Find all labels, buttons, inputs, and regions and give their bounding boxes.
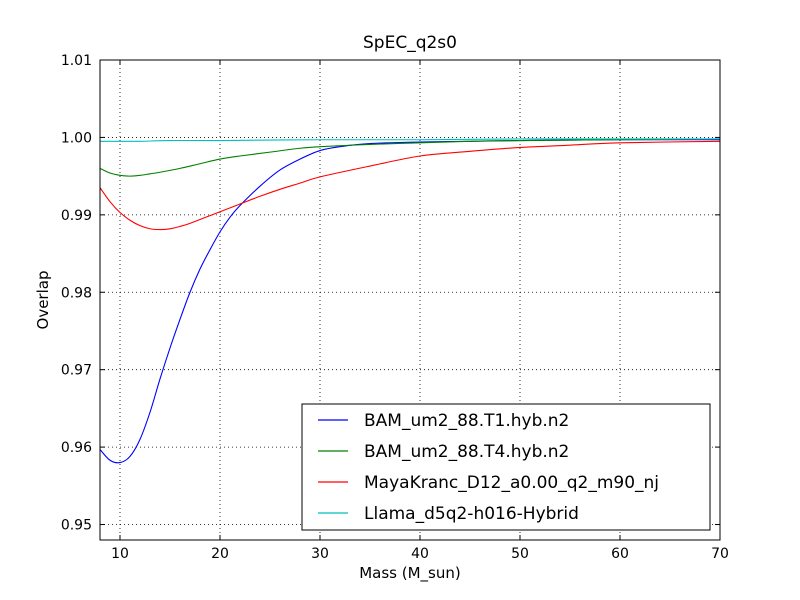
y-tick-label: 1.00 bbox=[61, 130, 92, 146]
axis-ticks: 10 20 30 40 50 60 70 0.95 0.96 0.97 0.98 0.99 1.00 1.… bbox=[61, 53, 729, 562]
x-axis-label: Mass (M_sun) bbox=[359, 564, 461, 583]
series-line-3 bbox=[99, 140, 721, 231]
legend-box bbox=[301, 403, 711, 531]
x-tick-label: 40 bbox=[411, 546, 429, 562]
y-tick-label: 0.99 bbox=[61, 208, 92, 224]
x-tick-label: 10 bbox=[111, 546, 129, 562]
y-tick-label: 0.95 bbox=[61, 518, 92, 534]
x-tick-label: 20 bbox=[211, 546, 229, 562]
legend-label-2: BAM_um2_88.T4.hyb.n2 bbox=[364, 442, 569, 462]
y-tick-label: 0.96 bbox=[61, 440, 92, 456]
plot-frame bbox=[99, 59, 721, 541]
y-tick-label: 0.97 bbox=[61, 363, 92, 379]
chart-title: SpEC_q2s0 bbox=[363, 33, 457, 53]
series-line-2 bbox=[99, 138, 721, 177]
x-tick-label: 50 bbox=[511, 546, 529, 562]
y-tick-label: 0.98 bbox=[61, 285, 92, 301]
legend: BAM_um2_88.T1.hyb.n2 BAM_um2_88.T4.hyb.n2… bbox=[301, 403, 711, 531]
series-lines bbox=[99, 138, 721, 464]
y-axis-label: Overlap bbox=[34, 271, 52, 330]
series-line-4 bbox=[99, 138, 720, 142]
x-tick-label: 60 bbox=[611, 546, 629, 562]
x-tick-label: 70 bbox=[711, 546, 729, 562]
legend-label-1: BAM_um2_88.T1.hyb.n2 bbox=[364, 411, 569, 431]
y-tick-label: 1.01 bbox=[61, 53, 92, 69]
legend-label-4: Llama_d5q2-h016-Hybrid bbox=[364, 504, 579, 524]
legend-label-3: MayaKranc_D12_a0.00_q2_m90_nj bbox=[364, 473, 659, 493]
x-tick-label: 30 bbox=[311, 546, 329, 562]
series-line-1 bbox=[99, 139, 721, 464]
